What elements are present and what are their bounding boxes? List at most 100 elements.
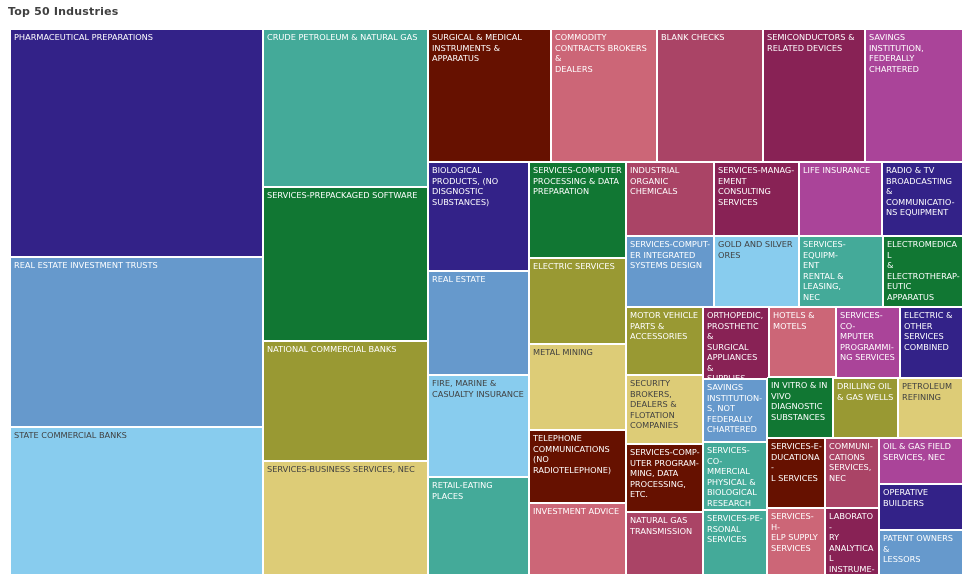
- treemap-tile-label: INDUSTRIAL ORGANIC CHEMICALS: [630, 165, 680, 196]
- treemap-tile-label: PETROLEUM REFINING: [902, 381, 953, 402]
- treemap-tile-label: SERVICES-EQUIPM- ENT RENTAL & LEASING, N…: [803, 239, 846, 302]
- treemap-tile-label: SERVICES-COMP- UTER PROGRAM- MING, DATA …: [630, 447, 700, 499]
- treemap-tile-label: DRILLING OIL & GAS WELLS: [837, 381, 894, 402]
- treemap-tile[interactable]: REAL ESTATE: [428, 271, 529, 375]
- treemap-tile-label: ELECTRIC SERVICES: [533, 261, 615, 271]
- treemap-tile[interactable]: SERVICES-E- DUCATIONA- L SERVICES: [767, 438, 825, 508]
- treemap-tile[interactable]: IN VITRO & IN VIVO DIAGNOSTIC SUBSTANCES: [767, 377, 833, 438]
- treemap-tile[interactable]: METAL MINING: [529, 344, 626, 430]
- treemap-tile[interactable]: SERVICES-COMP- UTER PROGRAM- MING, DATA …: [626, 444, 703, 512]
- treemap-tile[interactable]: PETROLEUM REFINING: [898, 378, 963, 438]
- treemap-tile-label: TELEPHONE COMMUNICATIONS (NO RADIOTELEPH…: [533, 433, 612, 475]
- chart-title: Top 50 Industries: [8, 5, 119, 18]
- treemap-tile-label: LABORATO- RY ANALYTICAL INSTRUME- NTS: [829, 511, 875, 574]
- treemap-tile[interactable]: SERVICES-CO- MMERCIAL PHYSICAL & BIOLOGI…: [703, 442, 767, 510]
- treemap-tile-label: SERVICES-COMPUT- ER INTEGRATED SYSTEMS D…: [630, 239, 711, 270]
- treemap-tile-label: IN VITRO & IN VIVO DIAGNOSTIC SUBSTANCES: [771, 380, 828, 422]
- treemap-tile-label: BIOLOGICAL PRODUCTS, (NO DISGNOSTIC SUBS…: [432, 165, 499, 207]
- treemap-tile-label: SEMICONDUCTORS & RELATED DEVICES: [767, 32, 855, 53]
- treemap-tile[interactable]: ELECTRIC SERVICES: [529, 258, 626, 344]
- treemap-tile[interactable]: SERVICES-H- ELP SUPPLY SERVICES: [767, 508, 825, 575]
- treemap-tile[interactable]: BLANK CHECKS: [657, 29, 763, 162]
- treemap-tile-label: BLANK CHECKS: [661, 32, 725, 42]
- treemap-tile-label: SAVINGS INSTITUTION, FEDERALLY CHARTERED: [869, 32, 924, 74]
- treemap-tile-label: PHARMACEUTICAL PREPARATIONS: [14, 32, 154, 42]
- treemap-tile[interactable]: SERVICES-PREPACKAGED SOFTWARE: [263, 187, 428, 341]
- treemap-tile-label: ORTHOPEDIC, PROSTHETIC & SURGICAL APPLIA…: [707, 310, 764, 379]
- treemap-tile[interactable]: ELECTRIC & OTHER SERVICES COMBINED: [900, 307, 963, 378]
- treemap-tile-label: PATENT OWNERS & LESSORS: [883, 533, 954, 564]
- treemap-tile[interactable]: SEMICONDUCTORS & RELATED DEVICES: [763, 29, 865, 162]
- treemap-tile[interactable]: INDUSTRIAL ORGANIC CHEMICALS: [626, 162, 714, 236]
- treemap-tile[interactable]: SERVICES-CO- MPUTER PROGRAMMI- NG SERVIC…: [836, 307, 900, 378]
- treemap-tile-label: MOTOR VEHICLE PARTS & ACCESSORIES: [630, 310, 699, 341]
- treemap-tile[interactable]: BIOLOGICAL PRODUCTS, (NO DISGNOSTIC SUBS…: [428, 162, 529, 271]
- treemap-tile[interactable]: TELEPHONE COMMUNICATIONS (NO RADIOTELEPH…: [529, 430, 626, 503]
- treemap-tile[interactable]: SERVICES-PE- RSONAL SERVICES: [703, 510, 767, 575]
- treemap-tile[interactable]: ORTHOPEDIC, PROSTHETIC & SURGICAL APPLIA…: [703, 307, 769, 379]
- treemap-tile[interactable]: MOTOR VEHICLE PARTS & ACCESSORIES: [626, 307, 703, 375]
- treemap-tile-label: METAL MINING: [533, 347, 593, 357]
- treemap-tile[interactable]: ELECTROMEDICAL & ELECTROTHERAP- EUTIC AP…: [883, 236, 963, 307]
- treemap-tile-label: SERVICES-PREPACKAGED SOFTWARE: [267, 190, 418, 200]
- treemap-tile-label: SERVICES-H- ELP SUPPLY SERVICES: [771, 511, 818, 553]
- treemap-tile[interactable]: DRILLING OIL & GAS WELLS: [833, 378, 898, 438]
- treemap-tile[interactable]: STATE COMMERCIAL BANKS: [10, 427, 263, 575]
- treemap-tile-label: CRUDE PETROLEUM & NATURAL GAS: [267, 32, 418, 42]
- treemap-tile[interactable]: RADIO & TV BROADCASTING & COMMUNICATIO- …: [882, 162, 963, 236]
- treemap-tile[interactable]: SERVICES-BUSINESS SERVICES, NEC: [263, 461, 428, 575]
- treemap-tile[interactable]: LABORATO- RY ANALYTICAL INSTRUME- NTS: [825, 508, 879, 575]
- treemap-tile-label: ELECTRIC & OTHER SERVICES COMBINED: [904, 310, 953, 352]
- treemap-tile[interactable]: COMMODITY CONTRACTS BROKERS & DEALERS: [551, 29, 657, 162]
- treemap-tile[interactable]: SAVINGS INSTITUTION, FEDERALLY CHARTERED: [865, 29, 963, 162]
- treemap-tile[interactable]: OIL & GAS FIELD SERVICES, NEC: [879, 438, 963, 484]
- treemap-tile[interactable]: SURGICAL & MEDICAL INSTRUMENTS & APPARAT…: [428, 29, 551, 162]
- treemap-tile-label: ELECTROMEDICAL & ELECTROTHERAP- EUTIC AP…: [887, 239, 960, 302]
- treemap-tile[interactable]: NATURAL GAS TRANSMISSION: [626, 512, 703, 575]
- treemap-tile-label: COMMUNI- CATIONS SERVICES, NEC: [829, 441, 873, 483]
- treemap-tile[interactable]: SERVICES-EQUIPM- ENT RENTAL & LEASING, N…: [799, 236, 883, 307]
- treemap-tile[interactable]: REAL ESTATE INVESTMENT TRUSTS: [10, 257, 263, 427]
- treemap-tile-label: GOLD AND SILVER ORES: [718, 239, 793, 260]
- treemap-tile-label: SAVINGS INSTITUTION- S, NOT FEDERALLY CH…: [707, 382, 763, 434]
- treemap-tile-label: LIFE INSURANCE: [803, 165, 871, 175]
- treemap-tile-label: SERVICES-E- DUCATIONA- L SERVICES: [771, 441, 822, 483]
- treemap-tile[interactable]: CRUDE PETROLEUM & NATURAL GAS: [263, 29, 428, 187]
- treemap-tile-label: HOTELS & MOTELS: [773, 310, 815, 331]
- treemap-tile-label: NATURAL GAS TRANSMISSION: [630, 515, 693, 536]
- treemap-tile[interactable]: SAVINGS INSTITUTION- S, NOT FEDERALLY CH…: [703, 379, 767, 442]
- treemap-tile[interactable]: SERVICES-COMPUTER PROCESSING & DATA PREP…: [529, 162, 626, 258]
- treemap-tile-label: SERVICES-BUSINESS SERVICES, NEC: [267, 464, 415, 474]
- treemap-tile[interactable]: LIFE INSURANCE: [799, 162, 882, 236]
- treemap-tile-label: SURGICAL & MEDICAL INSTRUMENTS & APPARAT…: [432, 32, 522, 63]
- treemap-tile[interactable]: PHARMACEUTICAL PREPARATIONS: [10, 29, 263, 257]
- treemap-tile[interactable]: PATENT OWNERS & LESSORS: [879, 530, 963, 575]
- treemap-tile[interactable]: SERVICES-COMPUT- ER INTEGRATED SYSTEMS D…: [626, 236, 714, 307]
- treemap-tile-label: OPERATIVE BUILDERS: [883, 487, 929, 508]
- treemap-tile-label: RADIO & TV BROADCASTING & COMMUNICATIO- …: [886, 165, 955, 217]
- treemap-tile[interactable]: GOLD AND SILVER ORES: [714, 236, 799, 307]
- treemap-tile-label: SERVICES-PE- RSONAL SERVICES: [707, 513, 763, 544]
- treemap-tile-label: STATE COMMERCIAL BANKS: [14, 430, 127, 440]
- treemap-tile-label: COMMODITY CONTRACTS BROKERS & DEALERS: [555, 32, 647, 74]
- treemap-tile[interactable]: HOTELS & MOTELS: [769, 307, 836, 377]
- treemap-tile-label: REAL ESTATE: [432, 274, 486, 284]
- treemap-tile-label: FIRE, MARINE & CASUALTY INSURANCE: [432, 378, 524, 399]
- treemap-tile[interactable]: INVESTMENT ADVICE: [529, 503, 626, 575]
- treemap-tile-label: INVESTMENT ADVICE: [533, 506, 620, 516]
- treemap-tile[interactable]: NATIONAL COMMERCIAL BANKS: [263, 341, 428, 461]
- treemap-tile[interactable]: RETAIL-EATING PLACES: [428, 477, 529, 575]
- treemap-tile-label: SERVICES-CO- MMERCIAL PHYSICAL & BIOLOGI…: [707, 445, 757, 508]
- treemap-tile-label: REAL ESTATE INVESTMENT TRUSTS: [14, 260, 158, 270]
- treemap-tile-label: SECURITY BROKERS, DEALERS & FLOTATION CO…: [630, 378, 679, 430]
- treemap-tile[interactable]: OPERATIVE BUILDERS: [879, 484, 963, 530]
- treemap-tile-label: NATIONAL COMMERCIAL BANKS: [267, 344, 397, 354]
- treemap-tile[interactable]: SECURITY BROKERS, DEALERS & FLOTATION CO…: [626, 375, 703, 444]
- treemap-tile-label: SERVICES-MANAG- EMENT CONSULTING SERVICE…: [718, 165, 795, 207]
- treemap-tile-label: RETAIL-EATING PLACES: [432, 480, 493, 501]
- treemap-tile[interactable]: FIRE, MARINE & CASUALTY INSURANCE: [428, 375, 529, 477]
- treemap-tile[interactable]: COMMUNI- CATIONS SERVICES, NEC: [825, 438, 879, 508]
- treemap-tile-label: SERVICES-CO- MPUTER PROGRAMMI- NG SERVIC…: [840, 310, 895, 362]
- treemap-tile[interactable]: SERVICES-MANAG- EMENT CONSULTING SERVICE…: [714, 162, 799, 236]
